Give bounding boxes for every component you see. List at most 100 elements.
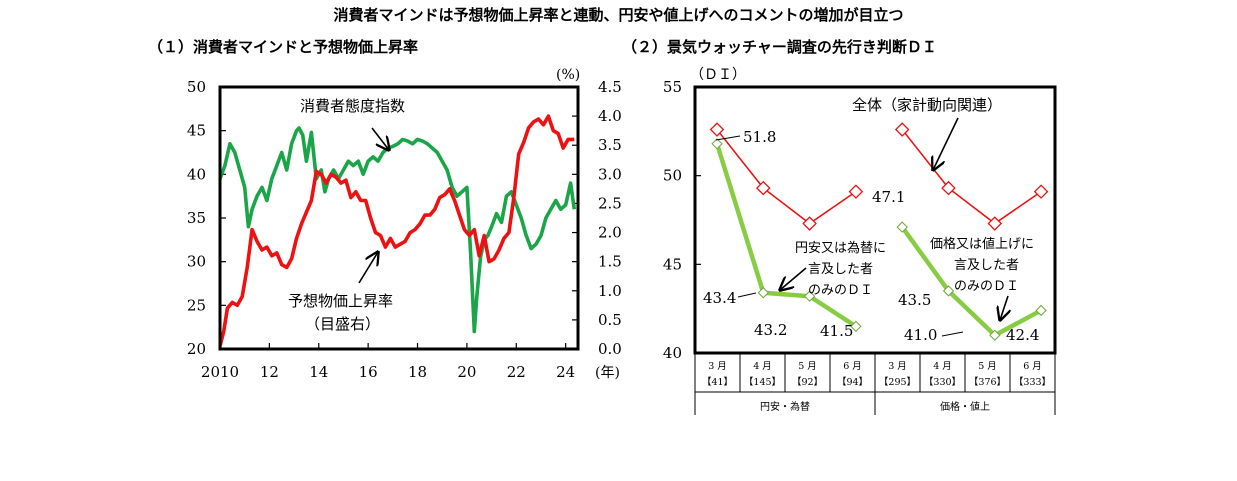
y-tick-label: 45 <box>663 255 682 273</box>
chart2-category-table: 3 月【41】 4 月【145】 5 月【92】 6 月【94】 3 月【295】 4 月… <box>694 353 1056 415</box>
inflation-label-line2: （目盛右） <box>305 315 380 333</box>
overall-label: 全体（家計動向関連） <box>852 96 1002 114</box>
count-label: 【94】 <box>837 377 868 388</box>
overall-di-line <box>901 129 1042 225</box>
chart1-x-axis-unit: (年) <box>595 365 620 381</box>
overall-di-marker <box>709 122 725 137</box>
chart2-title: （２）景気ウォッチャー調査の先行き判断ＤＩ <box>622 38 937 56</box>
inflation-arrow <box>358 252 378 284</box>
y-left-tick-label: 40 <box>187 165 206 183</box>
overall-di-marker <box>802 216 817 231</box>
y-left-tick-label: 20 <box>187 340 206 358</box>
value-label: 43.2 <box>754 321 787 339</box>
y-right-tick-label: 2.5 <box>598 194 622 212</box>
y-right-tick-label: 1.5 <box>598 253 622 271</box>
month-label: 4 月 <box>753 361 772 372</box>
yen-arrow <box>780 267 807 290</box>
value-label-leader <box>737 292 757 298</box>
yen-label-line1: 円安又は為替に <box>795 240 886 256</box>
month-label: 4 月 <box>933 361 952 372</box>
month-label: 5 月 <box>978 361 997 372</box>
chart1-ticks: 50 45 40 35 30 25 20 4.5 4.0 3.5 3.0 2.5 2.0 1.5 1.0 0.… <box>187 78 622 381</box>
value-label: 43.5 <box>898 291 931 309</box>
value-label: 47.1 <box>872 188 905 206</box>
value-label: 42.4 <box>1006 326 1039 344</box>
count-label: 【92】 <box>792 377 823 388</box>
y-right-tick-label: 0.0 <box>598 340 622 358</box>
subset-di-marker <box>711 138 723 150</box>
y-tick-label: 40 <box>663 344 682 362</box>
consumer-index-arrow <box>371 127 389 150</box>
count-label: 【330】 <box>924 377 961 388</box>
subset-di-marker <box>1035 304 1047 317</box>
y-right-tick-label: 4.0 <box>598 107 622 125</box>
overall-di-marker <box>894 122 910 137</box>
x-tick-label: 24 <box>556 363 575 381</box>
count-label: 【41】 <box>702 377 733 388</box>
chart2-ticks: 55 50 45 40 <box>663 78 701 362</box>
price-label-line2: 言及した者 <box>954 258 1019 273</box>
month-label: 5 月 <box>798 361 817 372</box>
group-label: 円安・為替 <box>760 400 810 413</box>
y-right-tick-label: 1.0 <box>598 282 622 300</box>
overall-arrow <box>933 117 959 170</box>
y-right-tick-label: 3.5 <box>598 136 622 154</box>
overall-di-marker <box>1033 184 1049 199</box>
value-label-leader <box>941 331 964 337</box>
price-label-line1: 価格又は値上げに <box>930 236 1034 252</box>
price-arrow <box>1000 295 1008 320</box>
value-label: 41.5 <box>820 322 853 340</box>
x-tick-label: 2010 <box>201 363 239 381</box>
chart2-lines: 51.8 43.4 43.2 41.5 47.1 43.5 41.0 42.4 <box>703 122 1049 344</box>
value-label: 43.4 <box>703 289 736 307</box>
value-label-leader <box>715 135 741 141</box>
x-tick-label: 12 <box>260 363 279 381</box>
x-tick-label: 16 <box>359 363 378 381</box>
month-label: 6 月 <box>843 361 862 372</box>
x-tick-label: 22 <box>507 363 526 381</box>
chart1-plot-frame <box>218 85 580 351</box>
y-right-tick-label: 3.0 <box>598 165 622 183</box>
count-label: 【145】 <box>744 377 781 388</box>
y-left-tick-label: 35 <box>187 209 206 227</box>
consumer-index-line <box>218 126 577 334</box>
inflation-label-line1: 予想物価上昇率 <box>288 292 393 310</box>
value-label: 41.0 <box>904 326 937 344</box>
subset-di-line <box>900 225 1043 338</box>
count-label: 【333】 <box>1014 377 1051 388</box>
x-tick-label: 20 <box>457 363 476 381</box>
month-label: 6 月 <box>1023 361 1042 372</box>
page-title: 消費者マインドは予想物価上昇率と連動、円安や値上げへのコメントの増加が目立つ <box>333 6 904 24</box>
subset-di-marker <box>757 287 769 299</box>
yen-label-line2: 言及した者 <box>808 262 873 277</box>
subset-di-line <box>714 143 858 329</box>
inflation-expectation-line <box>218 114 575 347</box>
price-label-line3: のみのＤＩ <box>954 279 1019 294</box>
subset-di-marker <box>989 329 1001 341</box>
chart2-y-unit: （ＤＩ） <box>690 67 746 83</box>
y-right-tick-label: 4.5 <box>598 78 622 96</box>
subset-di-marker <box>896 221 908 233</box>
y-left-tick-label: 45 <box>187 122 206 140</box>
x-tick-label: 14 <box>309 363 328 381</box>
overall-di-marker <box>941 180 956 196</box>
chart1-title: （１）消費者マインドと予想物価上昇率 <box>148 38 419 56</box>
subset-di-marker <box>850 320 862 333</box>
consumer-index-label: 消費者態度指数 <box>300 97 405 115</box>
count-label: 【295】 <box>879 377 916 388</box>
y-right-tick-label: 2.0 <box>598 224 622 242</box>
y-left-tick-label: 30 <box>187 253 206 271</box>
y-right-tick-label: 0.5 <box>598 311 622 329</box>
subset-di-marker <box>803 290 816 302</box>
value-label: 51.8 <box>743 128 776 146</box>
x-tick-label: 18 <box>408 363 427 381</box>
y-left-tick-label: 50 <box>187 78 206 96</box>
overall-di-line <box>716 129 857 225</box>
y-tick-label: 50 <box>663 167 682 185</box>
overall-di-marker <box>756 180 771 196</box>
chart1-right-axis-unit: (%) <box>556 67 580 83</box>
group-label: 価格・値上 <box>940 400 990 413</box>
chart1-lines <box>218 114 577 347</box>
month-label: 3 月 <box>708 361 727 372</box>
